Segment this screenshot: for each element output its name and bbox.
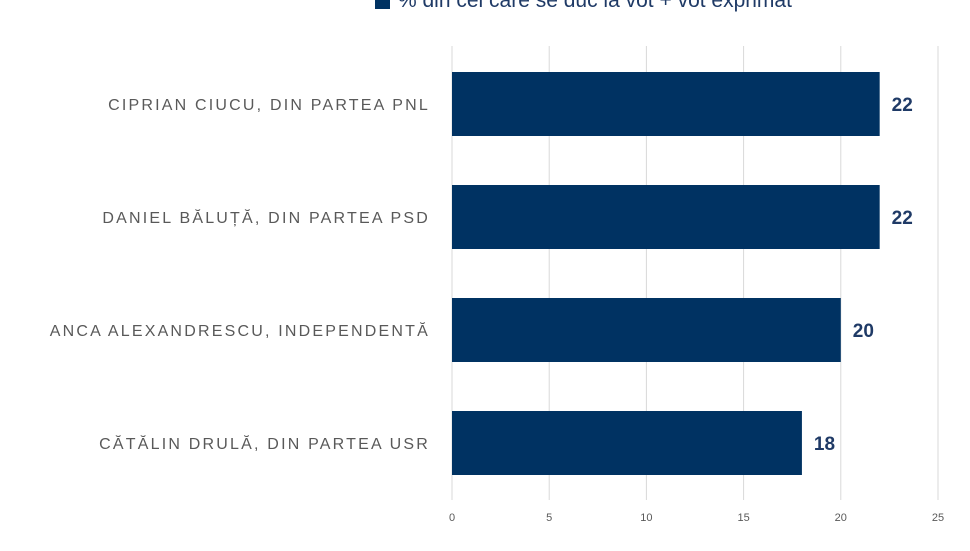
data-label: 22 [892,208,913,229]
data-label: 20 [853,321,874,342]
x-tick-label: 5 [546,512,552,524]
category-label: ANCA ALEXANDRESCU, INDEPENDENTĂ [50,321,430,340]
x-tick-label: 25 [932,512,944,524]
legend-swatch [375,0,390,9]
category-label: DANIEL BĂLUȚĂ, DIN PARTEA PSD [102,208,430,227]
x-tick-label: 10 [640,512,652,524]
category-label: CĂTĂLIN DRULĂ, DIN PARTEA USR [99,434,430,453]
x-tick-label: 20 [835,512,847,524]
x-tick-label: 15 [737,512,749,524]
bar [452,72,880,136]
bar [452,298,841,362]
category-label: CIPRIAN CIUCU, DIN PARTEA PNL [108,97,430,114]
bar [452,185,880,249]
data-label: 22 [892,95,913,116]
x-tick-label: 0 [449,512,455,524]
data-label: 18 [814,434,835,455]
legend-label: % din cei care se duc la vot + vot expri… [398,0,792,12]
bar [452,411,802,475]
legend: % din cei care se duc la vot + vot expri… [375,0,792,16]
